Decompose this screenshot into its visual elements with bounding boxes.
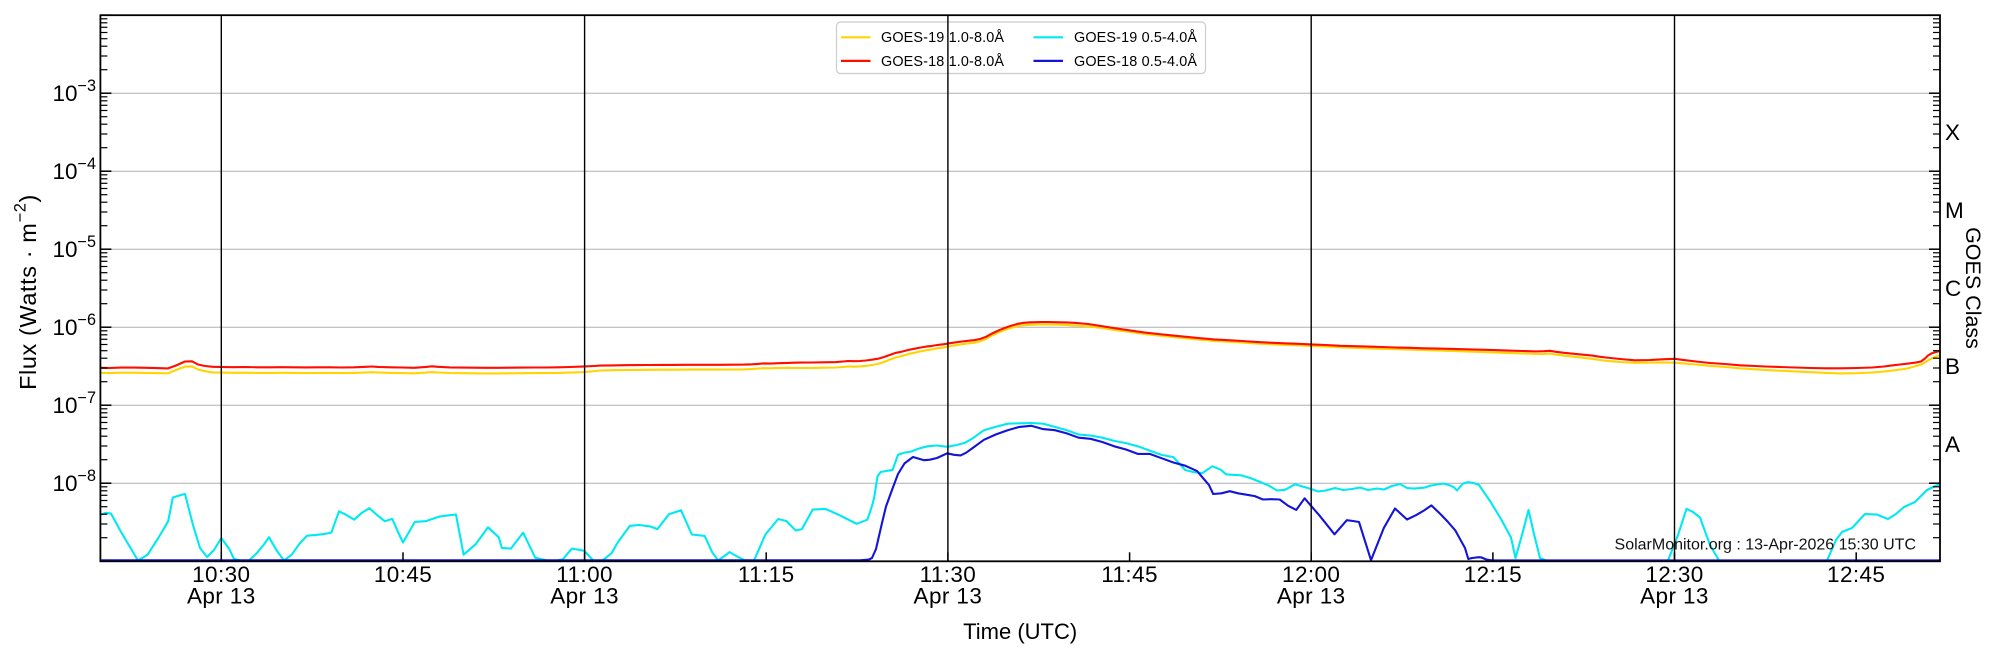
svg-text:GOES-18 0.5-4.0Å: GOES-18 0.5-4.0Å bbox=[1074, 53, 1197, 70]
svg-text:GOES-18 1.0-8.0Å: GOES-18 1.0-8.0Å bbox=[881, 53, 1004, 70]
svg-text:10:30: 10:30 bbox=[192, 562, 250, 587]
svg-text:GOES-19 0.5-4.0Å: GOES-19 0.5-4.0Å bbox=[1074, 29, 1197, 46]
svg-text:10−4: 10−4 bbox=[53, 155, 97, 184]
svg-text:Apr 13: Apr 13 bbox=[914, 584, 983, 609]
svg-text:A: A bbox=[1945, 432, 1960, 457]
svg-text:SolarMonitor.org : 13-Apr-2026: SolarMonitor.org : 13-Apr-2026 15:30 UTC bbox=[1615, 537, 1916, 554]
svg-text:11:30: 11:30 bbox=[920, 562, 977, 587]
svg-text:Flux (Watts · m−2): Flux (Watts · m−2) bbox=[12, 194, 42, 390]
svg-text:GOES Class: GOES Class bbox=[1961, 227, 1985, 349]
svg-text:X: X bbox=[1945, 120, 1960, 145]
svg-text:12:15: 12:15 bbox=[1464, 562, 1522, 587]
svg-text:Apr 13: Apr 13 bbox=[1277, 584, 1346, 609]
svg-text:11:45: 11:45 bbox=[1101, 562, 1158, 587]
svg-text:M: M bbox=[1945, 198, 1964, 223]
svg-text:10:45: 10:45 bbox=[374, 562, 432, 587]
svg-text:Time (UTC): Time (UTC) bbox=[963, 619, 1077, 644]
svg-text:12:00: 12:00 bbox=[1282, 562, 1340, 587]
svg-text:Apr 13: Apr 13 bbox=[187, 584, 256, 609]
svg-text:12:30: 12:30 bbox=[1645, 562, 1703, 587]
svg-text:11:00: 11:00 bbox=[556, 562, 613, 587]
svg-text:Apr 13: Apr 13 bbox=[550, 584, 619, 609]
svg-text:10−6: 10−6 bbox=[53, 311, 97, 340]
svg-text:GOES-19 1.0-8.0Å: GOES-19 1.0-8.0Å bbox=[881, 29, 1004, 46]
svg-text:12:45: 12:45 bbox=[1827, 562, 1885, 587]
svg-text:Apr 13: Apr 13 bbox=[1640, 584, 1709, 609]
svg-text:11:15: 11:15 bbox=[738, 562, 795, 587]
svg-text:C: C bbox=[1945, 276, 1961, 301]
svg-text:B: B bbox=[1945, 354, 1960, 379]
